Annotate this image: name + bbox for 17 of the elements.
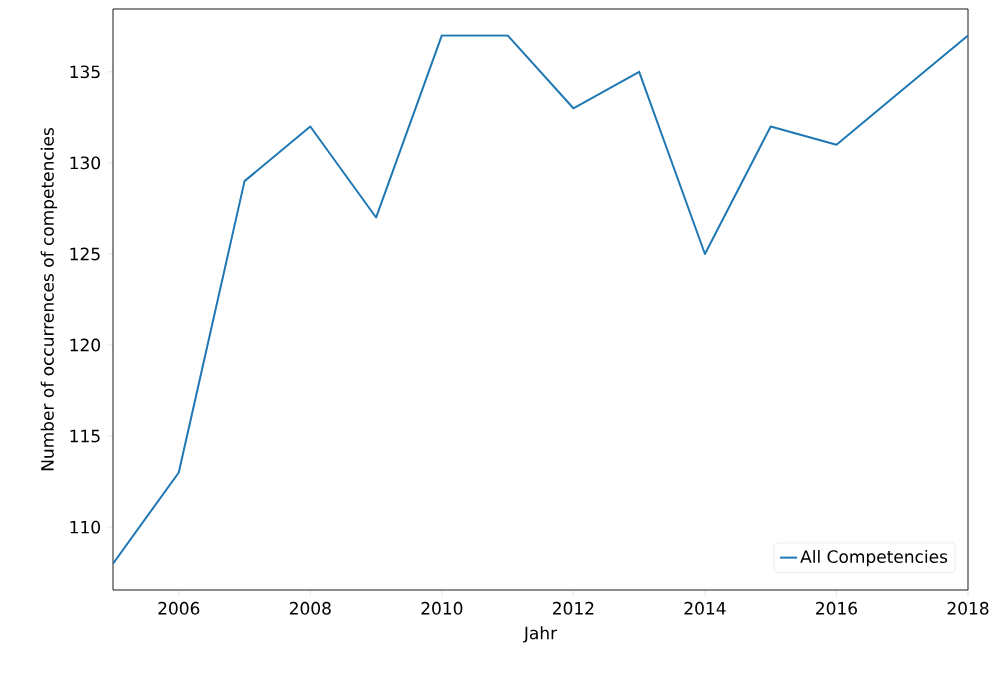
x-tick-label: 2010 — [421, 601, 463, 615]
y-tick-label: 110 — [70, 520, 101, 534]
y-tick-label: 125 — [70, 247, 100, 261]
y-tick-label: 115 — [70, 429, 100, 443]
y-tick-label: 120 — [70, 338, 101, 352]
legend-label: All Competencies — [800, 549, 948, 567]
line-series — [113, 34, 969, 565]
x-axis-title: Jahr — [523, 626, 558, 643]
y-tick-label: 130 — [70, 156, 101, 170]
x-tick-label: 2006 — [158, 601, 200, 615]
x-tick-label: 2018 — [947, 601, 989, 615]
y-tick-label: 135 — [70, 65, 100, 79]
x-tick-label: 2016 — [816, 601, 858, 615]
x-tick-label: 2008 — [289, 601, 331, 615]
x-tick-label: 2012 — [553, 601, 594, 615]
x-tick-label: 2014 — [684, 601, 726, 615]
y-axis-title: Number of occurrences of competencies — [40, 128, 58, 471]
